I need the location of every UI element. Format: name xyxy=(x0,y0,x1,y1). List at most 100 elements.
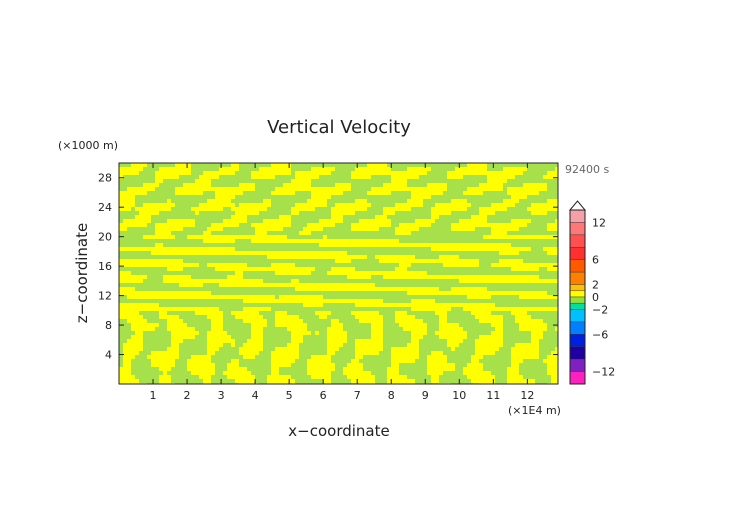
field-cell xyxy=(271,267,275,271)
field-cell xyxy=(251,235,255,239)
field-cell xyxy=(271,235,275,239)
field-cell xyxy=(411,199,415,203)
field-cell xyxy=(295,171,299,175)
field-cell xyxy=(535,183,539,187)
field-cell xyxy=(447,307,451,311)
field-cell xyxy=(215,339,219,343)
field-cell xyxy=(231,203,235,207)
field-cell xyxy=(543,359,547,363)
field-cell xyxy=(367,175,371,179)
field-cell xyxy=(167,351,171,355)
field-cell xyxy=(387,287,391,291)
field-cell xyxy=(239,351,243,355)
field-cell xyxy=(283,219,287,223)
field-cell xyxy=(527,315,531,319)
field-cell xyxy=(295,315,299,319)
field-cell xyxy=(503,223,507,227)
field-cell xyxy=(167,367,171,371)
field-cell xyxy=(287,187,291,191)
field-cell xyxy=(147,307,151,311)
field-cell xyxy=(455,339,459,343)
field-cell xyxy=(491,275,495,279)
field-cell xyxy=(203,171,207,175)
field-cell xyxy=(471,303,475,307)
field-cell xyxy=(259,251,263,255)
field-cell xyxy=(347,375,351,379)
field-cell xyxy=(191,191,195,195)
field-cell xyxy=(163,367,167,371)
field-cell xyxy=(259,299,263,303)
field-cell xyxy=(139,219,143,223)
field-cell xyxy=(471,291,475,295)
field-cell xyxy=(219,323,223,327)
field-cell xyxy=(319,311,323,315)
field-cell xyxy=(419,287,423,291)
field-cell xyxy=(199,375,203,379)
field-cell xyxy=(235,315,239,319)
field-cell xyxy=(279,255,283,259)
field-cell xyxy=(415,187,419,191)
field-cell xyxy=(471,379,475,383)
field-cell xyxy=(147,187,151,191)
field-cell xyxy=(139,319,143,323)
field-cell xyxy=(423,327,427,331)
field-cell xyxy=(239,191,243,195)
field-cell xyxy=(399,243,403,247)
field-cell xyxy=(163,259,167,263)
field-cell xyxy=(551,267,555,271)
field-cell xyxy=(295,351,299,355)
field-cell xyxy=(367,219,371,223)
field-cell xyxy=(431,211,435,215)
field-cell xyxy=(303,179,307,183)
field-cell xyxy=(207,183,211,187)
field-cell xyxy=(315,299,319,303)
field-cell xyxy=(483,247,487,251)
field-cell xyxy=(255,203,259,207)
field-cell xyxy=(347,271,351,275)
field-cell xyxy=(359,199,363,203)
field-cell xyxy=(535,331,539,335)
field-cell xyxy=(127,343,131,347)
field-cell xyxy=(439,335,443,339)
field-cell xyxy=(407,359,411,363)
field-cell xyxy=(155,179,159,183)
field-cell xyxy=(551,363,555,367)
field-cell xyxy=(231,295,235,299)
field-cell xyxy=(323,367,327,371)
field-cell xyxy=(219,203,223,207)
field-cell xyxy=(267,255,271,259)
field-cell xyxy=(395,375,399,379)
field-cell xyxy=(127,247,131,251)
field-cell xyxy=(135,275,139,279)
field-cell xyxy=(307,359,311,363)
field-cell xyxy=(435,303,439,307)
field-cell xyxy=(555,247,558,251)
field-cell xyxy=(207,263,211,267)
colorbar-extend-arrow xyxy=(568,200,587,211)
field-cell xyxy=(471,247,475,251)
field-cell xyxy=(371,163,375,167)
field-cell xyxy=(119,271,123,275)
field-cell xyxy=(243,215,247,219)
colorbar-band xyxy=(570,290,585,297)
field-cell xyxy=(459,303,463,307)
field-cell xyxy=(299,271,303,275)
field-cell xyxy=(319,243,323,247)
field-cell xyxy=(143,215,147,219)
field-cell xyxy=(439,351,443,355)
x-tick-label: 12 xyxy=(520,389,534,402)
field-cell xyxy=(483,303,487,307)
x-tick-label: 4 xyxy=(252,389,259,402)
field-cell xyxy=(291,263,295,267)
field-cell xyxy=(479,367,483,371)
field-cell xyxy=(415,335,419,339)
field-cell xyxy=(499,327,503,331)
field-cell xyxy=(175,251,179,255)
field-cell xyxy=(355,355,359,359)
field-cell xyxy=(435,351,439,355)
field-cell xyxy=(287,263,291,267)
field-cell xyxy=(311,167,315,171)
field-cell xyxy=(343,283,347,287)
field-cell xyxy=(531,267,535,271)
field-cell xyxy=(243,355,247,359)
